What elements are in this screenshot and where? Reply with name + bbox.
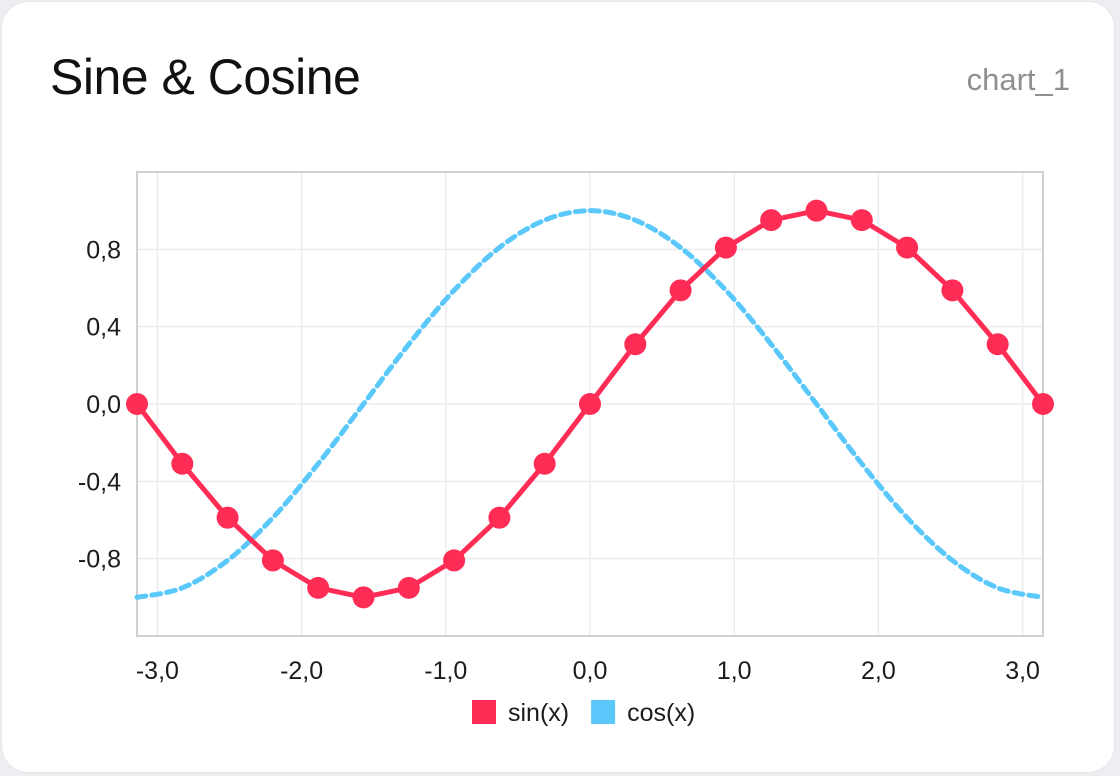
y-tick-label: 0,4 (86, 314, 121, 342)
legend-label: cos(x) (627, 699, 695, 727)
x-tick-label: 1,0 (717, 657, 752, 685)
legend-swatch (472, 700, 496, 724)
sin-data-point[interactable] (216, 506, 239, 529)
sin-data-point[interactable] (261, 549, 284, 572)
y-axis: -0,8 -0,4 0,0 0,4 0,8 (78, 236, 121, 573)
x-tick-label: -1,0 (424, 657, 467, 685)
sin-data-point[interactable] (805, 199, 828, 222)
sin-data-point[interactable] (714, 236, 737, 259)
sin-data-point[interactable] (1032, 393, 1054, 415)
chart-title: Sine & Cosine (50, 49, 361, 105)
chart-id-label: chart_1 (966, 62, 1070, 97)
y-tick-label: -0,4 (78, 468, 121, 496)
sin-data-point[interactable] (896, 236, 919, 259)
y-tick-label: 0,8 (86, 236, 121, 264)
series-line-cos (134, 208, 1046, 600)
x-tick-label: 3,0 (1005, 657, 1040, 685)
sin-data-point[interactable] (307, 576, 330, 599)
sin-data-point[interactable] (126, 393, 148, 415)
sin-data-point[interactable] (941, 279, 964, 302)
sin-data-point[interactable] (850, 209, 873, 232)
legend-label: sin(x) (508, 699, 569, 727)
y-tick-label: -0,8 (78, 546, 121, 574)
sin-data-point[interactable] (397, 576, 420, 599)
sin-data-point[interactable] (624, 333, 647, 356)
series-layer (126, 199, 1054, 609)
sin-data-point[interactable] (760, 209, 783, 232)
sin-data-point[interactable] (986, 333, 1009, 356)
sin-data-point[interactable] (579, 393, 601, 415)
sin-data-point[interactable] (488, 506, 511, 529)
sin-data-point[interactable] (443, 549, 466, 572)
x-tick-label: 0,0 (573, 657, 608, 685)
legend-swatch (591, 700, 616, 724)
sin-data-point[interactable] (171, 452, 194, 475)
x-tick-label: 2,0 (861, 657, 896, 685)
sin-data-point[interactable] (669, 279, 692, 302)
sin-data-point[interactable] (533, 452, 556, 475)
legend: sin(x) cos(x) (472, 699, 695, 727)
sin-data-point[interactable] (352, 586, 375, 609)
x-tick-label: -3,0 (136, 657, 179, 685)
y-tick-label: 0,0 (86, 391, 121, 419)
x-axis: -3,0 -2,0 -1,0 0,0 1,0 2,0 3,0 (136, 657, 1040, 685)
x-tick-label: -2,0 (280, 657, 323, 685)
